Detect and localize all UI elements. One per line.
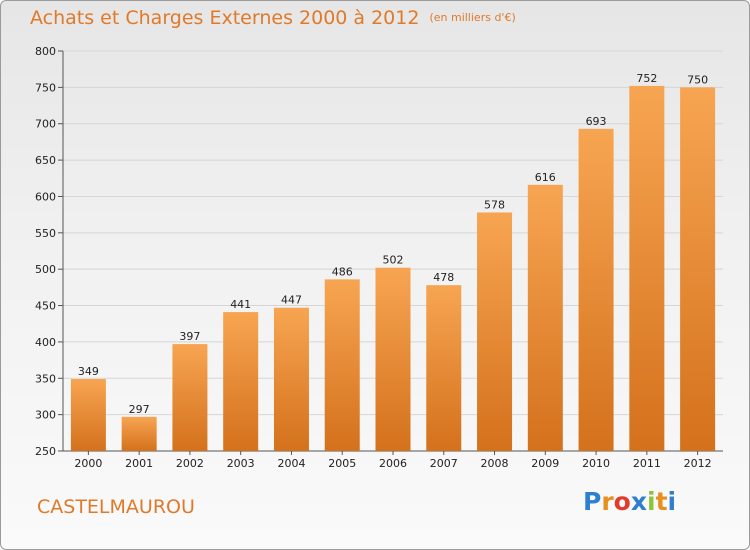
x-tick-label-2011: 2011	[633, 457, 661, 470]
bar-2006	[375, 267, 411, 451]
bar-2005	[324, 279, 360, 451]
value-label-2009: 616	[535, 171, 556, 184]
proxiti-logo: Proxiti	[583, 487, 676, 516]
chart-title: Achats et Charges Externes 2000 à 2012 (e…	[30, 7, 516, 29]
x-tick-label-2001: 2001	[125, 457, 153, 470]
y-tick-label: 450	[35, 300, 56, 313]
x-tick-label-2010: 2010	[582, 457, 610, 470]
value-label-2011: 752	[636, 72, 657, 85]
y-tick-labels: 250 300 350 400 450 500 550 600 650 700 750 800	[35, 45, 56, 458]
logo-letter: i	[647, 487, 656, 516]
y-tick-label: 250	[35, 445, 56, 458]
bar-2009	[527, 184, 563, 451]
x-tick-label-2007: 2007	[430, 457, 458, 470]
commune-name: CASTELMAUROU	[37, 496, 195, 518]
x-tick-label-2008: 2008	[481, 457, 509, 470]
value-label-2002: 397	[179, 330, 200, 343]
value-label-2000: 349	[78, 365, 99, 378]
bar-2003	[223, 312, 259, 451]
value-label-2004: 447	[281, 294, 302, 307]
y-tick-label: 750	[35, 81, 56, 94]
x-tick-label-2003: 2003	[227, 457, 255, 470]
x-tick-labels: 2000 2001 2002 2003 2004 2005 2006 2007 2008 2009…	[74, 451, 712, 470]
logo-letter: o	[613, 487, 631, 516]
bar-2012	[680, 87, 716, 451]
y-tick-label: 350	[35, 372, 56, 385]
x-tick-label-2000: 2000	[74, 457, 102, 470]
x-tick-label-2005: 2005	[328, 457, 356, 470]
x-tick-label-2006: 2006	[379, 457, 407, 470]
y-tick-label: 800	[35, 45, 56, 58]
logo-letter: t	[655, 487, 668, 516]
x-tick-label-2004: 2004	[277, 457, 305, 470]
bar-2004	[273, 307, 309, 451]
bar-2011	[629, 85, 665, 451]
logo-letter: i	[667, 487, 677, 516]
bar-2008	[477, 212, 513, 451]
y-tick-label: 500	[35, 263, 56, 276]
logo-letter: x	[630, 487, 647, 516]
y-tick-label: 550	[35, 227, 56, 240]
bar-2010	[578, 128, 614, 451]
bar-2002	[172, 344, 208, 451]
x-tick-label-2009: 2009	[531, 457, 559, 470]
bar-2007	[426, 285, 462, 451]
value-label-2010: 693	[586, 115, 607, 128]
y-tick-label: 300	[35, 409, 56, 422]
value-label-2006: 502	[383, 254, 404, 267]
bars	[70, 85, 716, 451]
chart-unit: (en milliers d'€)	[429, 11, 516, 24]
logo-letter: r	[601, 487, 614, 516]
bar-2000	[70, 379, 106, 451]
y-tick-label: 700	[35, 118, 56, 131]
y-tick-label: 400	[35, 336, 56, 349]
value-label-2001: 297	[129, 403, 150, 416]
value-label-2003: 441	[230, 298, 251, 311]
x-tick-label-2012: 2012	[684, 457, 712, 470]
bar-2001	[121, 416, 157, 451]
value-labels: 349 297 397 441 447 486 502 478 578 616 693 752 750	[78, 72, 708, 416]
value-label-2012: 750	[687, 73, 708, 86]
value-label-2008: 578	[484, 198, 505, 211]
x-tick-label-2002: 2002	[176, 457, 204, 470]
y-tick-label: 600	[35, 190, 56, 203]
y-tick-label: 650	[35, 154, 56, 167]
logo-letter: P	[583, 487, 602, 516]
value-label-2007: 478	[433, 271, 454, 284]
chart-title-text: Achats et Charges Externes 2000 à 2012	[30, 7, 420, 29]
value-label-2005: 486	[332, 265, 353, 278]
